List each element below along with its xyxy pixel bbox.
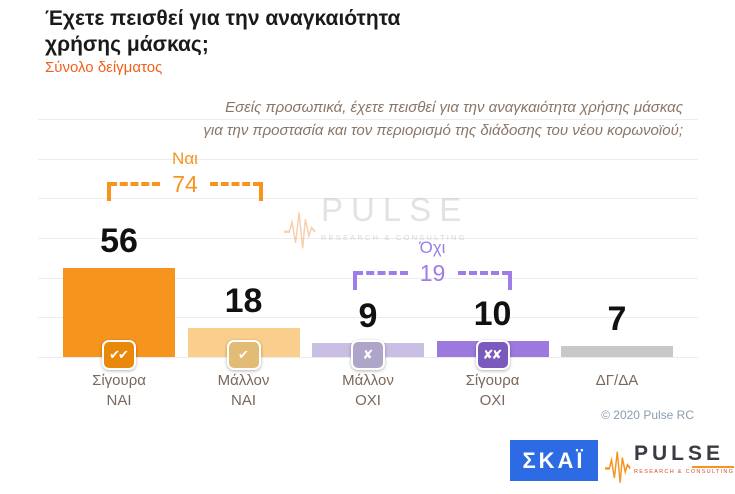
bar-category-4: ΔΓ/ΔΑ xyxy=(595,372,639,389)
bracket-yes-label: Ναι xyxy=(172,149,198,168)
pulse-logo-tagline: RESEARCH & CONSULTING xyxy=(634,469,735,475)
bar-category-3: Σίγουρα ΟΧΙ xyxy=(465,372,520,410)
page-title: Έχετε πεισθεί για την αναγκαιότητα χρήση… xyxy=(45,7,401,57)
bracket-dash xyxy=(355,271,408,275)
bracket-corner xyxy=(259,182,263,201)
sample-subtitle: Σύνολο δείγματος xyxy=(45,59,163,76)
pulse-logo-text: PULSE RESEARCH & CONSULTING xyxy=(634,442,735,475)
gridline xyxy=(38,158,698,160)
gridline xyxy=(38,317,698,319)
bar-value-3: 10 xyxy=(473,295,512,333)
bar-category-1: Μάλλον ΝΑΙ xyxy=(217,372,270,410)
copyright-text: © 2020 Pulse RC xyxy=(601,408,694,422)
watermark-tagline: RESEARCH & CONSULTING xyxy=(321,233,467,242)
gridline xyxy=(38,118,698,120)
skai-logo-text: ΣΚΑΪ xyxy=(522,447,586,473)
double-x-icon: ✘✘ xyxy=(475,340,510,370)
bracket-corner xyxy=(353,271,357,290)
pulse-logo-waveform-icon xyxy=(605,451,631,483)
bracket-dash xyxy=(210,182,261,186)
bracket-yes-total: Ναι 74 xyxy=(107,149,263,206)
pulse-waveform-icon xyxy=(284,212,316,249)
gridline xyxy=(38,277,698,279)
double-check-icon: ✔✔ xyxy=(102,340,136,370)
bar-category-2: Μάλλον ΟΧΙ xyxy=(342,372,394,410)
bracket-no-total: Όχι 19 xyxy=(353,238,512,295)
pulse-watermark: PULSE RESEARCH & CONSULTING xyxy=(284,193,469,251)
bracket-corner xyxy=(508,271,512,290)
single-check-icon: ✔ xyxy=(226,340,261,370)
bar-value-4: 7 xyxy=(607,300,627,338)
pulse-logo-brand: PULSE xyxy=(634,442,725,465)
bracket-dash xyxy=(109,182,160,186)
watermark-text: PULSE RESEARCH & CONSULTING xyxy=(321,193,469,242)
pulse-logo: PULSE RESEARCH & CONSULTING xyxy=(605,442,735,485)
skai-logo: ΣΚΑΪ xyxy=(510,440,598,481)
watermark-brand: PULSE xyxy=(321,191,470,228)
bar-value-2: 9 xyxy=(358,297,378,335)
bracket-no-label: Όχι xyxy=(419,238,446,257)
bracket-dash xyxy=(457,271,510,275)
bar-value-1: 18 xyxy=(224,282,263,320)
gridline xyxy=(38,198,698,200)
single-x-icon: ✘ xyxy=(351,340,385,370)
bracket-no-value: 19 xyxy=(419,260,446,286)
bar-value-0: 56 xyxy=(100,222,138,260)
pulse-logo-rule xyxy=(692,466,735,468)
gridline xyxy=(38,237,698,239)
bracket-corner xyxy=(107,182,111,201)
bracket-yes-value: 74 xyxy=(172,171,198,197)
bar-category-0: Σίγουρα ΝΑΙ xyxy=(92,372,146,410)
bar-4 xyxy=(561,346,673,357)
